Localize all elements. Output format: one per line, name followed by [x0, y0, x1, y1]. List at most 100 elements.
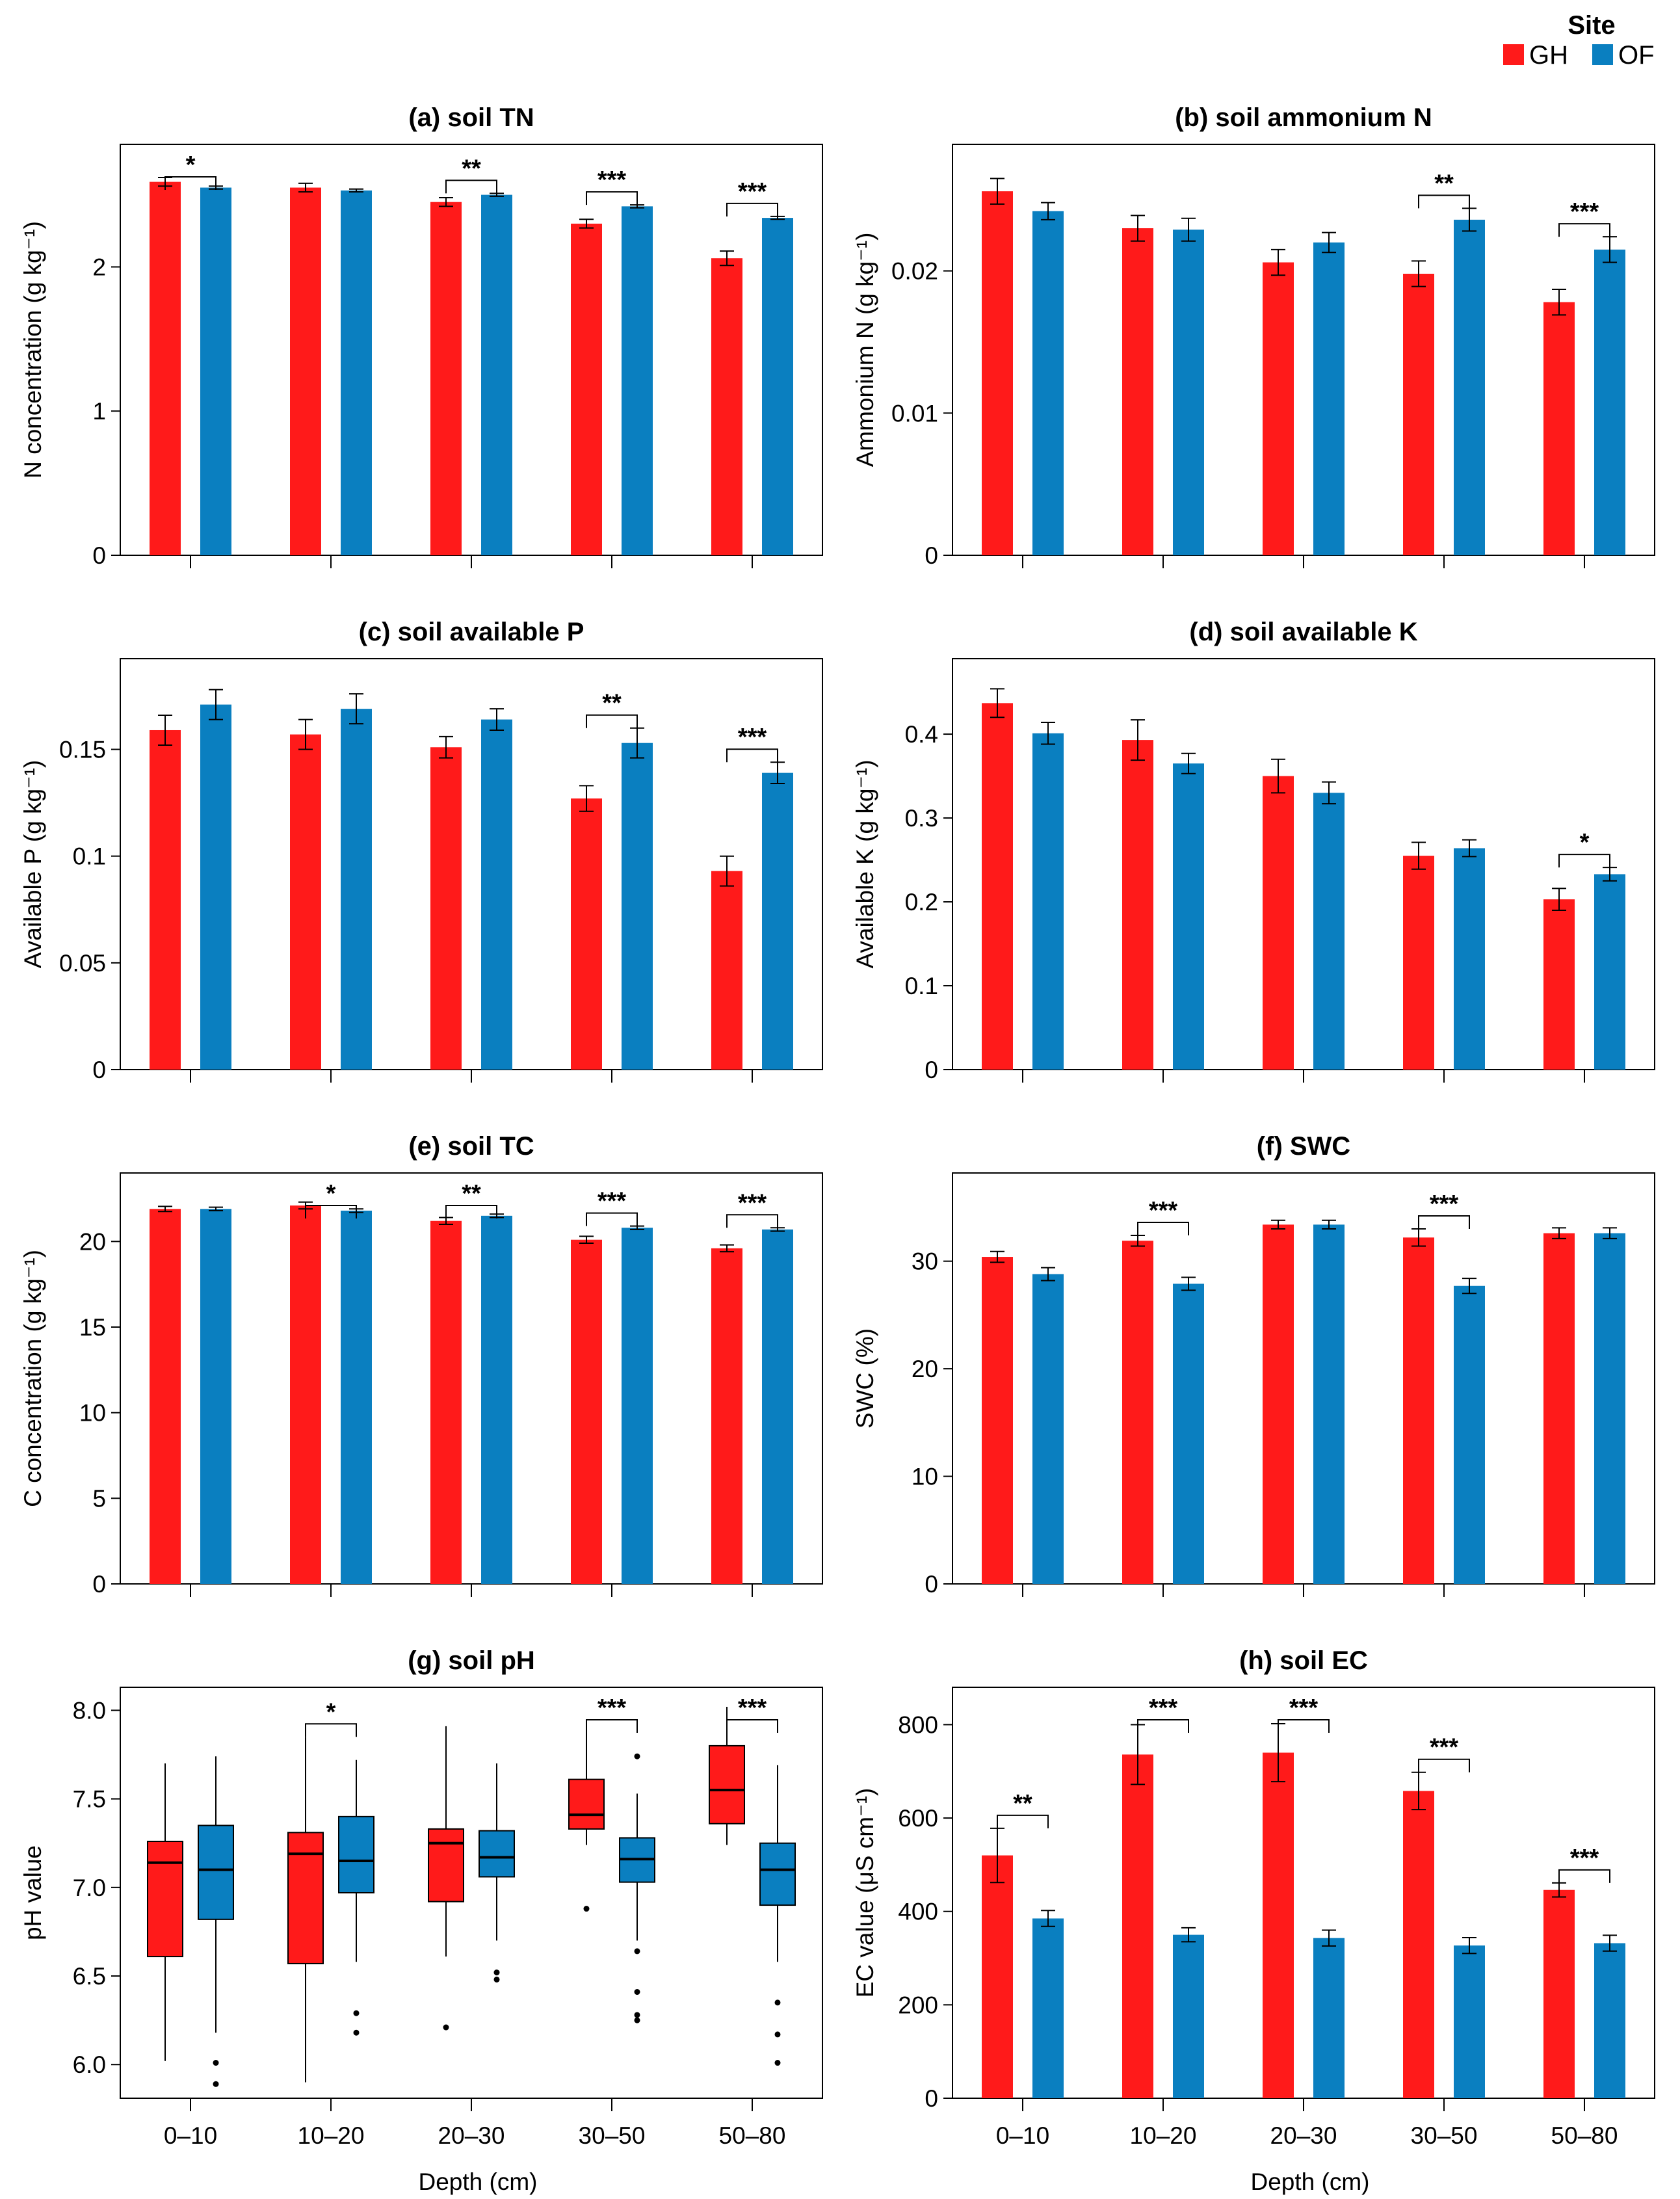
bar-gh-2	[1122, 1754, 1153, 2098]
y-tick-label: 0	[925, 1571, 938, 1598]
outlier-point	[353, 2029, 360, 2036]
x-tick-label: 20–30	[438, 2122, 505, 2149]
bar-gh-1	[150, 181, 181, 555]
significance-label: ***	[1430, 1734, 1459, 1761]
bar-gh-4	[1403, 1237, 1434, 1584]
bar-of-3	[481, 719, 512, 1070]
significance-label: ***	[1570, 198, 1599, 226]
y-tick-label: 20	[79, 1228, 106, 1255]
significance-label: ***	[597, 1694, 627, 1722]
y-tick-label: 800	[898, 1711, 938, 1738]
panel-f: (f) SWC SWC (%) 0 10 20 30 *** ***	[852, 1132, 1655, 1598]
significance-label: ***	[738, 1694, 767, 1722]
significance-label: **	[602, 690, 622, 717]
bar-gh-5	[1543, 1233, 1575, 1584]
outlier-point	[353, 2010, 360, 2016]
significance-bracket	[1137, 1719, 1189, 1733]
x-tick-label: 10–20	[298, 2122, 365, 2149]
bar-of-4	[1454, 848, 1485, 1070]
bar-gh-5	[711, 258, 742, 555]
bar-gh-2	[1122, 740, 1153, 1070]
box-gh-3	[428, 1828, 464, 1903]
bar-of-1	[1032, 211, 1064, 556]
outlier-point	[493, 1969, 500, 1976]
bar-gh-3	[1263, 1224, 1294, 1584]
x-axis-label-left: Depth (cm)	[419, 2168, 538, 2195]
bar-of-2	[1173, 1934, 1204, 2098]
significance-bracket	[726, 748, 778, 763]
box-gh-5	[709, 1745, 745, 1824]
bar-gh-4	[571, 798, 602, 1070]
panel-title: (e) soil TC	[408, 1132, 534, 1161]
panel-title: (d) soil available K	[1189, 618, 1417, 646]
x-tick-label: 0–10	[996, 2122, 1049, 2149]
legend-label-of: OF	[1618, 41, 1655, 70]
y-tick-label: 2	[92, 254, 106, 280]
significance-label: **	[1013, 1790, 1032, 1817]
bar-of-5	[762, 772, 793, 1070]
bar-of-2	[341, 1210, 372, 1584]
bar-of-4	[622, 206, 653, 556]
y-axis-label: Ammonium N (g kg⁻¹)	[852, 233, 878, 467]
y-tick-label: 400	[898, 1899, 938, 1925]
significance-bracket	[1418, 194, 1470, 209]
significance-bracket	[1558, 223, 1610, 237]
significance-label: ***	[1430, 1191, 1459, 1218]
bar-of-5	[762, 218, 793, 555]
bar-of-4	[1454, 219, 1485, 556]
panel-a: (a) soil TNN concentration (g kg⁻¹)012* *…	[20, 103, 823, 569]
y-axis-label: Available P (g kg⁻¹)	[20, 760, 46, 968]
bar-gh-4	[1403, 274, 1434, 555]
bar-gh-5	[1543, 1890, 1575, 2098]
significance-label: *	[326, 1180, 336, 1207]
outlier-point	[493, 1976, 500, 1982]
bar-of-3	[481, 194, 512, 556]
bar-of-2	[1173, 1284, 1204, 1584]
bar-gh-1	[150, 730, 181, 1070]
y-tick-label: 8.0	[73, 1697, 106, 1724]
bar-of-1	[200, 704, 231, 1070]
bar-of-3	[481, 1215, 512, 1584]
significance-bracket	[1418, 1215, 1470, 1230]
panel-title: (h) soil EC	[1239, 1646, 1368, 1675]
legend-swatch-of	[1592, 44, 1613, 65]
significance-bracket	[726, 1719, 778, 1733]
y-axis-label: N concentration (g kg⁻¹)	[20, 221, 46, 479]
box-gh-1	[147, 1841, 183, 1958]
y-axis-label: Available K (g kg⁻¹)	[852, 759, 878, 968]
significance-label: *	[1580, 829, 1590, 856]
legend-title: Site	[1568, 11, 1615, 40]
bar-gh-3	[430, 1220, 462, 1584]
box-gh-4	[568, 1778, 605, 1830]
bar-of-1	[200, 187, 231, 555]
outlier-point	[443, 2024, 449, 2031]
y-tick-label: 10	[912, 1464, 938, 1490]
box-of-5	[759, 1842, 796, 1906]
outlier-point	[774, 2031, 781, 2038]
y-tick-label: 0.05	[59, 950, 106, 977]
y-tick-label: 15	[79, 1314, 106, 1341]
y-tick-label: 0.02	[891, 258, 938, 285]
bar-gh-3	[1263, 1752, 1294, 2098]
significance-bracket	[586, 1719, 638, 1733]
significance-label: ***	[738, 724, 767, 751]
y-tick-label: 1	[92, 398, 106, 425]
bar-of-2	[341, 709, 372, 1070]
y-tick-label: 0	[92, 1571, 106, 1598]
outlier-point	[774, 1999, 781, 2006]
y-tick-label: 10	[79, 1400, 106, 1427]
bar-of-2	[341, 190, 372, 555]
panel-b: (b) soil ammonium N Ammonium N (g kg⁻¹) 0 0…	[852, 103, 1655, 569]
bar-gh-1	[982, 1855, 1013, 2098]
x-tick-label: 30–50	[579, 2122, 646, 2149]
bar-gh-2	[290, 1205, 321, 1584]
x-tick-label: 10–20	[1130, 2122, 1197, 2149]
significance-bracket	[1278, 1719, 1330, 1733]
significance-bracket	[445, 179, 497, 194]
y-axis-label: pH value	[20, 1845, 46, 1940]
bar-of-1	[1032, 733, 1064, 1070]
outlier-point	[634, 1948, 640, 1955]
bar-of-3	[1313, 793, 1345, 1070]
outlier-point	[634, 2012, 640, 2018]
significance-label: *	[326, 1698, 336, 1726]
